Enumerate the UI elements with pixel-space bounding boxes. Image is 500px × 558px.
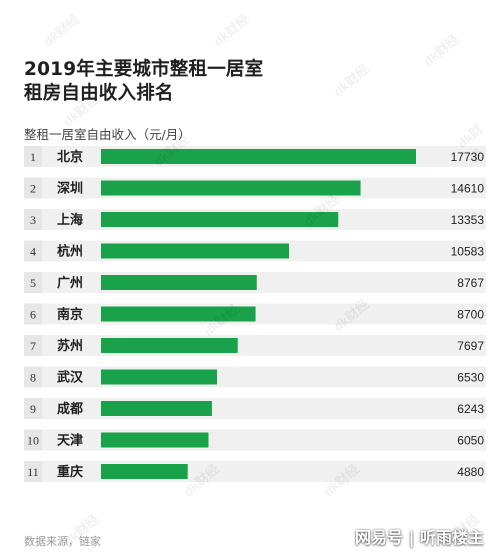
value-label: 10583 [451, 245, 485, 259]
rank-label: 10 [27, 434, 39, 448]
bar [101, 243, 290, 259]
brand-watermark: 网易号 | 听雨楼主 [355, 528, 484, 547]
chart-title-line-2: 租房自由收入排名 [24, 83, 174, 104]
row-background [24, 366, 486, 388]
bar [101, 401, 212, 416]
bar [101, 432, 209, 448]
row-background [24, 429, 486, 451]
chart-title: 2019年主要城市整租一居室 租房自由收入排名 [24, 58, 263, 106]
value-label: 17730 [451, 150, 485, 164]
value-label: 14610 [451, 182, 485, 196]
rank-label: 7 [30, 339, 36, 353]
bar [101, 212, 339, 227]
bar [101, 369, 218, 385]
city-label: 成都 [57, 401, 83, 417]
row-background [24, 398, 486, 419]
row-background [24, 335, 486, 356]
bar [101, 275, 257, 290]
bar [101, 338, 238, 353]
row-background [24, 461, 486, 482]
city-label: 苏州 [57, 338, 83, 354]
rank-cell [24, 335, 42, 356]
value-label: 8767 [457, 276, 484, 290]
bar [101, 180, 361, 196]
rank-cell [24, 146, 42, 167]
data-source-note: 数据来源，链家 [24, 535, 101, 548]
value-label: 4880 [457, 465, 484, 479]
bar [101, 306, 256, 322]
city-label: 上海 [57, 212, 83, 228]
rank-label: 5 [30, 276, 36, 290]
rank-label: 9 [30, 402, 36, 416]
city-label: 天津 [57, 433, 83, 449]
chart-title-line-1: 2019年主要城市整租一居室 [24, 59, 264, 80]
rank-label: 11 [27, 465, 39, 479]
value-label: 6243 [457, 402, 484, 416]
city-label: 深圳 [57, 181, 83, 197]
rank-label: 6 [30, 308, 36, 322]
value-label: 7697 [457, 339, 484, 353]
unit-label: 整租一居室自由收入（元/月） [24, 127, 191, 142]
rank-label: 4 [30, 245, 36, 259]
value-label: 13353 [451, 213, 485, 227]
rank-label: 8 [30, 371, 36, 385]
city-label: 广州 [57, 275, 83, 291]
rank-label: 1 [30, 150, 36, 164]
value-label: 6530 [457, 371, 484, 385]
value-label: 8700 [457, 308, 484, 322]
rank-cell [24, 429, 42, 451]
city-label: 杭州 [57, 244, 83, 260]
rank-cell [24, 366, 42, 388]
rank-cell [24, 303, 42, 325]
city-label: 北京 [57, 149, 83, 165]
rank-cell [24, 272, 42, 293]
rank-label: 3 [30, 213, 36, 227]
rank-cell [24, 209, 42, 230]
value-label: 6050 [457, 434, 484, 448]
bar [101, 149, 416, 164]
rank-cell [24, 177, 42, 199]
city-label: 重庆 [57, 464, 83, 480]
rank-cell [24, 461, 42, 482]
city-label: 武汉 [57, 370, 84, 386]
rank-cell [24, 240, 42, 262]
rank-cell [24, 398, 42, 419]
bar [101, 464, 188, 479]
city-label: 南京 [57, 307, 83, 323]
rank-label: 2 [30, 182, 36, 196]
